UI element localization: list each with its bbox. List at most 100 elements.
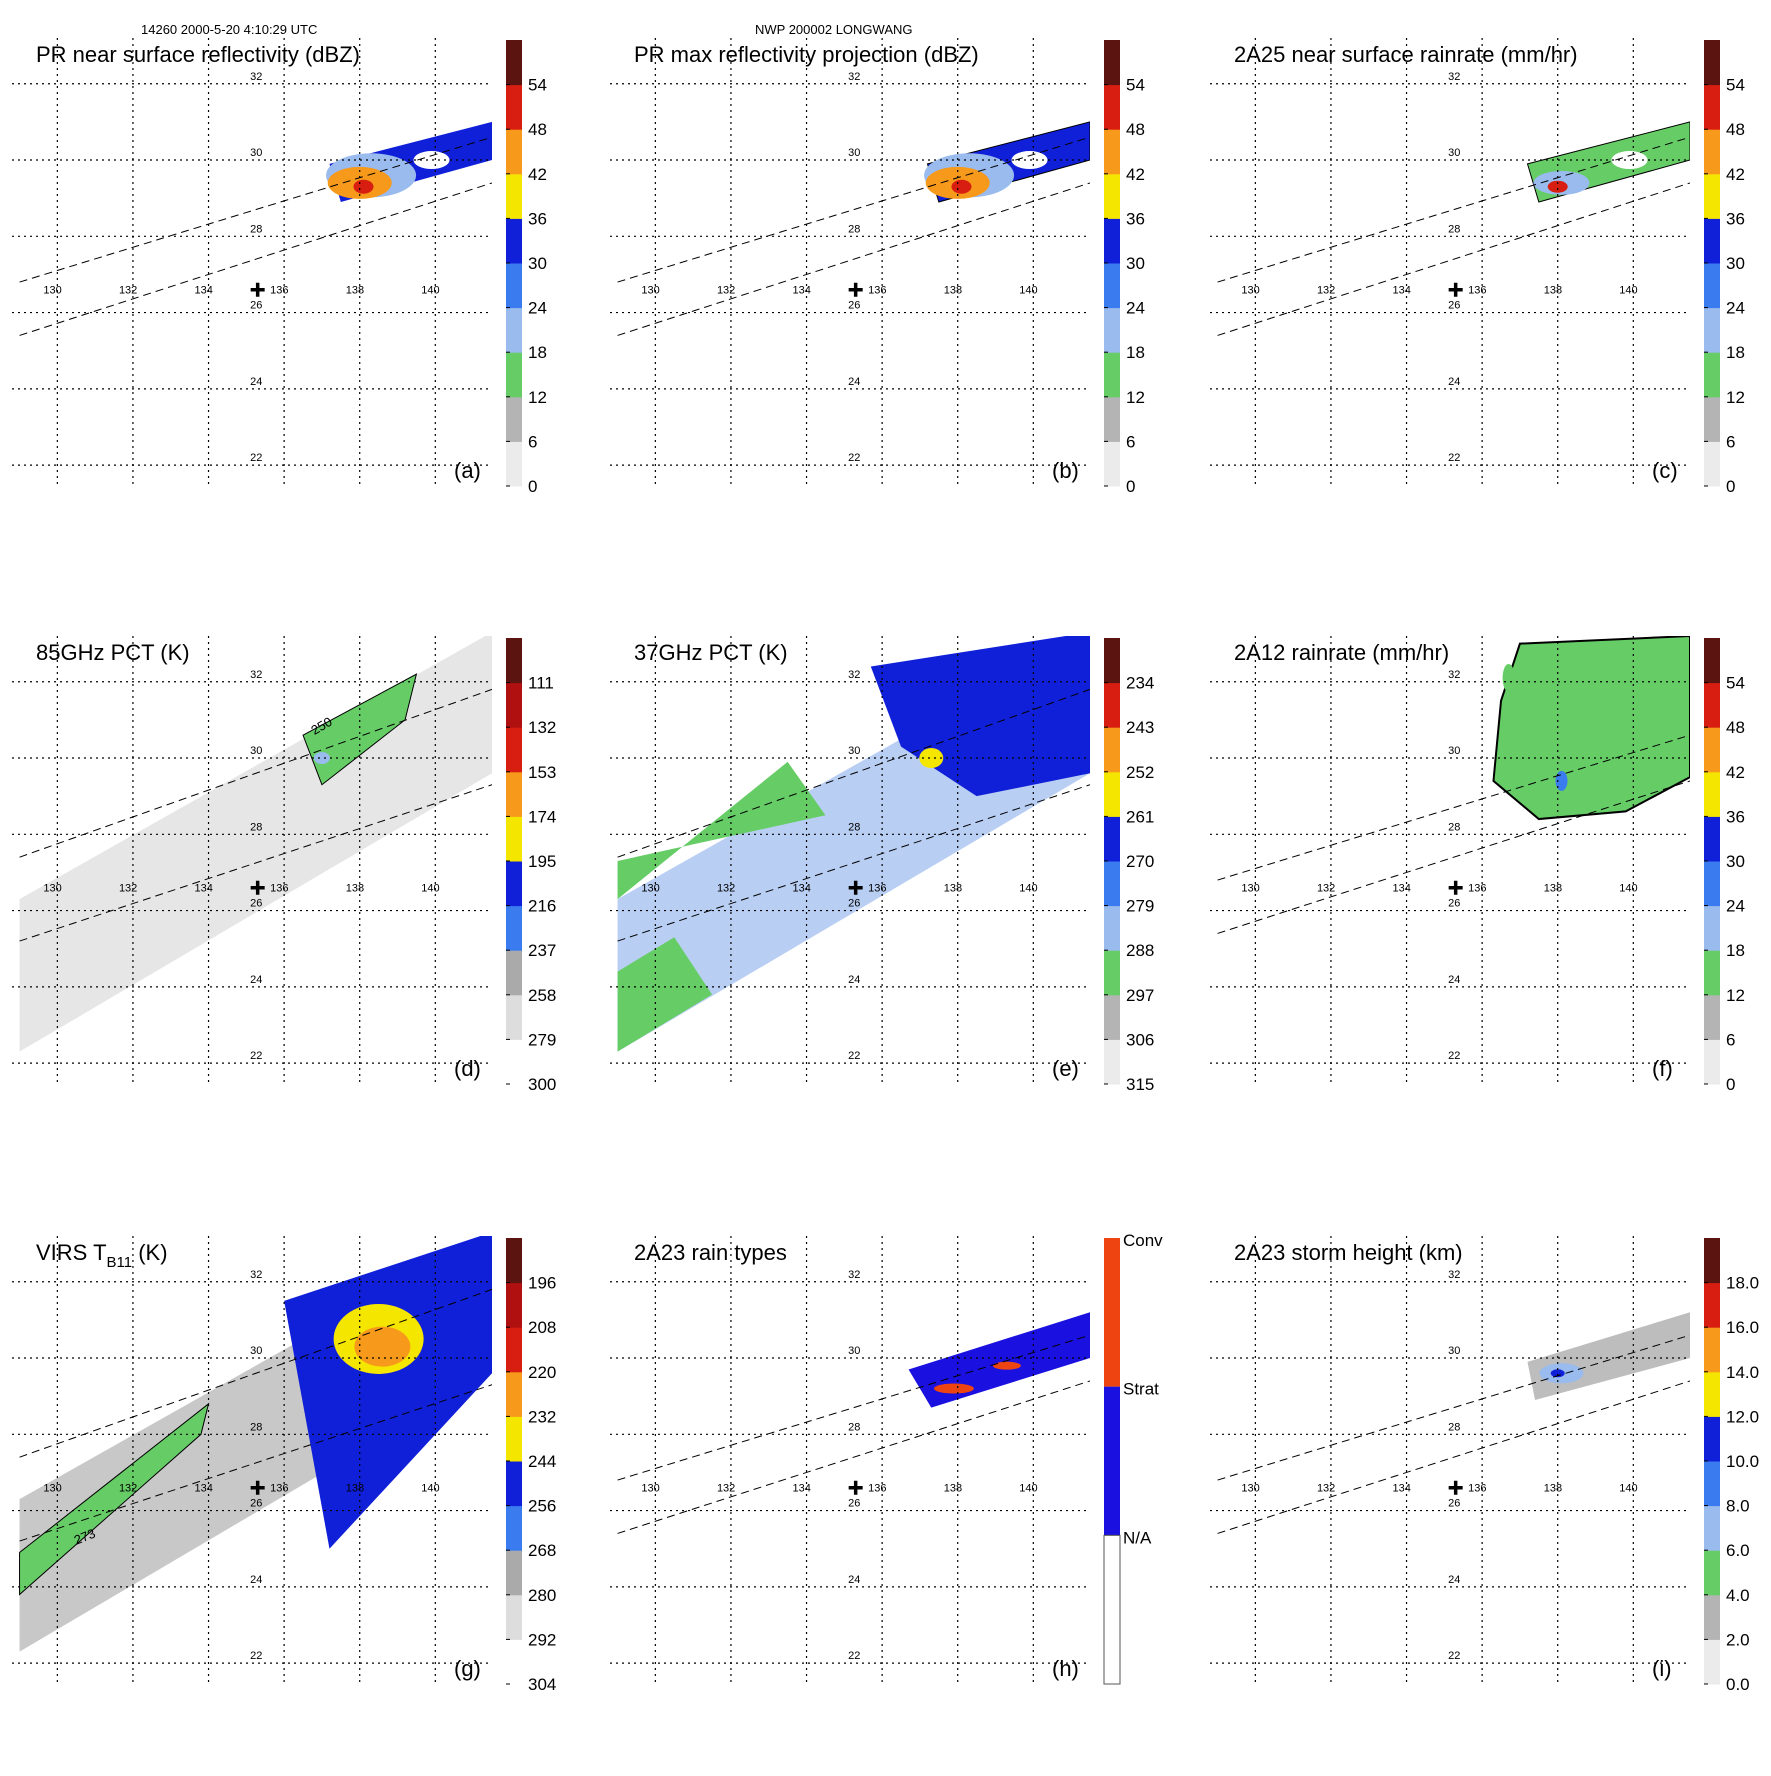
- colorbar-tick-label: 132: [528, 718, 556, 737]
- colorbar-segment: [506, 307, 522, 353]
- colorbar-tick-label: 243: [1126, 718, 1154, 737]
- colorbar-d: 111 132 153 174 195 216 237 258 279 300: [506, 638, 556, 1094]
- plot-area-e: 130 132 134 136 138 140 22 24 26 28 30 32: [610, 636, 1090, 1086]
- colorbar-tick-label: 12: [528, 388, 547, 407]
- colorbar-tick-label: 174: [528, 807, 556, 826]
- coldest-cloud-top: [354, 1326, 411, 1367]
- colorbar-tick-label: 0.0: [1726, 1675, 1750, 1694]
- colorbar-tick-label: 6: [1726, 432, 1735, 451]
- colorbar-tick-label: 111: [528, 674, 554, 693]
- panel-title-text: 85GHz PCT (K): [36, 640, 190, 665]
- rain-gap: [1611, 151, 1648, 170]
- colorbar-tick-label: 2.0: [1726, 1630, 1750, 1649]
- colorbar-segment: [1104, 727, 1120, 773]
- panel-label: (e): [1052, 1056, 1079, 1081]
- colorbar-segment: [506, 352, 522, 398]
- lat-label: 32: [848, 1269, 860, 1281]
- lat-label: 24: [250, 1574, 262, 1586]
- colorbar-segment: [1704, 307, 1720, 353]
- colorbar-segment: [506, 263, 522, 309]
- lon-label: 130: [1241, 1483, 1259, 1495]
- colorbar-tick-label: 208: [528, 1318, 556, 1337]
- panel-title-text: 2A25 near surface rainrate (mm/hr): [1234, 42, 1578, 67]
- lat-label: 30: [848, 745, 860, 757]
- colorbar-segment: [1104, 994, 1120, 1040]
- panel-title-text: 2A23 rain types: [634, 1240, 787, 1265]
- rain-band-west: [1502, 663, 1515, 692]
- pr-swath-edge-south: [19, 784, 492, 942]
- lat-label: 28: [250, 821, 262, 833]
- colorbar-segment: [506, 218, 522, 264]
- colorbar-segment: [506, 1461, 522, 1507]
- colorbar-segment: [506, 40, 522, 86]
- colorbar-segment: [1704, 396, 1720, 442]
- colorbar-segment: [506, 1639, 522, 1685]
- lat-label: 24: [1448, 1574, 1460, 1586]
- colorbar-tick-label: 306: [1126, 1030, 1154, 1049]
- lat-label: 22: [848, 1050, 860, 1062]
- colorbar-tick-label: 237: [528, 941, 556, 960]
- lat-label: 30: [848, 1345, 860, 1357]
- colorbar-tick-label: 0: [1726, 1075, 1735, 1094]
- colorbar-segment-conv: [1104, 1238, 1120, 1387]
- colorbar-tick-label: 48: [1726, 718, 1745, 737]
- colorbar-tick-label: 18: [528, 343, 547, 362]
- storm-center-plus-icon: [848, 1480, 863, 1495]
- lon-label: 136: [270, 883, 288, 895]
- colorbar-tick-label: 14.0: [1726, 1363, 1759, 1382]
- panel-title-text: 37GHz PCT (K): [634, 640, 788, 665]
- stratiform-rain: [908, 1312, 1090, 1408]
- panel-title: 37GHz PCT (K): [634, 640, 788, 665]
- plot-area-b: 130 132 134 136 138 140 22 24 26 28 30 32: [610, 38, 1090, 488]
- lon-label: 132: [1317, 285, 1335, 297]
- colorbar-tick-label: 244: [528, 1452, 556, 1471]
- colorbar-tick-label: 54: [528, 76, 547, 95]
- colorbar-tick-label: 42: [1726, 165, 1745, 184]
- lon-label: 136: [868, 1483, 886, 1495]
- colorbar-segment: [1704, 1639, 1720, 1685]
- pr-swath-edge-south: [617, 1380, 1090, 1534]
- colorbar-tick-label: 42: [528, 165, 547, 184]
- plot-area-h: 130 132 134 136 138 140 22 24 26 28 30 32: [610, 1236, 1090, 1686]
- lat-label: 26: [1448, 300, 1460, 312]
- colorbar-h: Conv Strat N/A: [1103, 1231, 1163, 1685]
- colorbar-tick-label: 153: [528, 763, 556, 782]
- colorbar-category-label: Conv: [1123, 1231, 1163, 1250]
- plot-area-a: 130 132 134 136 138 140 22 24 26 28 30 32: [12, 38, 492, 488]
- panel-label: (g): [454, 1656, 481, 1681]
- lat-label: 32: [250, 1269, 262, 1281]
- colorbar-segment: [1704, 1461, 1720, 1507]
- colorbar-segment: [506, 173, 522, 219]
- lon-label: 130: [43, 1483, 61, 1495]
- lon-label: 138: [1544, 285, 1562, 297]
- colorbar-segment: [506, 905, 522, 951]
- colorbar-tick-label: 18.0: [1726, 1274, 1759, 1293]
- colorbar-segment: [506, 396, 522, 442]
- lon-label: 138: [346, 883, 364, 895]
- storm-center-plus-icon: [1448, 1480, 1463, 1495]
- lat-label: 30: [848, 147, 860, 159]
- colorbar-tick-label: 24: [1726, 299, 1745, 318]
- colorbar-tick-label: 18: [1126, 343, 1145, 362]
- lat-label: 24: [848, 974, 860, 986]
- colorbar-g: 196 208 220 232 244 256 268 280 292 304: [506, 1238, 556, 1694]
- colorbar-segment: [506, 1371, 522, 1417]
- lat-label: 28: [1448, 1421, 1460, 1433]
- panel-title: 2A23 rain types: [634, 1240, 787, 1265]
- lon-label: 140: [1019, 1483, 1037, 1495]
- colorbar-tick-label: 30: [528, 254, 547, 273]
- colorbar-tick-label: 256: [528, 1497, 556, 1516]
- lat-label: 22: [250, 1050, 262, 1062]
- colorbar-segment: [506, 84, 522, 130]
- colorbar-segment: [506, 1282, 522, 1328]
- lat-label: 28: [848, 223, 860, 235]
- colorbar-tick-label: 12: [1726, 388, 1745, 407]
- lat-label: 22: [250, 452, 262, 464]
- colorbar-segment: [1104, 218, 1120, 264]
- colorbar-tick-label: 54: [1726, 674, 1745, 693]
- lon-label: 136: [1468, 1483, 1486, 1495]
- panel-title: PR max reflectivity projection (dBZ): [634, 42, 979, 67]
